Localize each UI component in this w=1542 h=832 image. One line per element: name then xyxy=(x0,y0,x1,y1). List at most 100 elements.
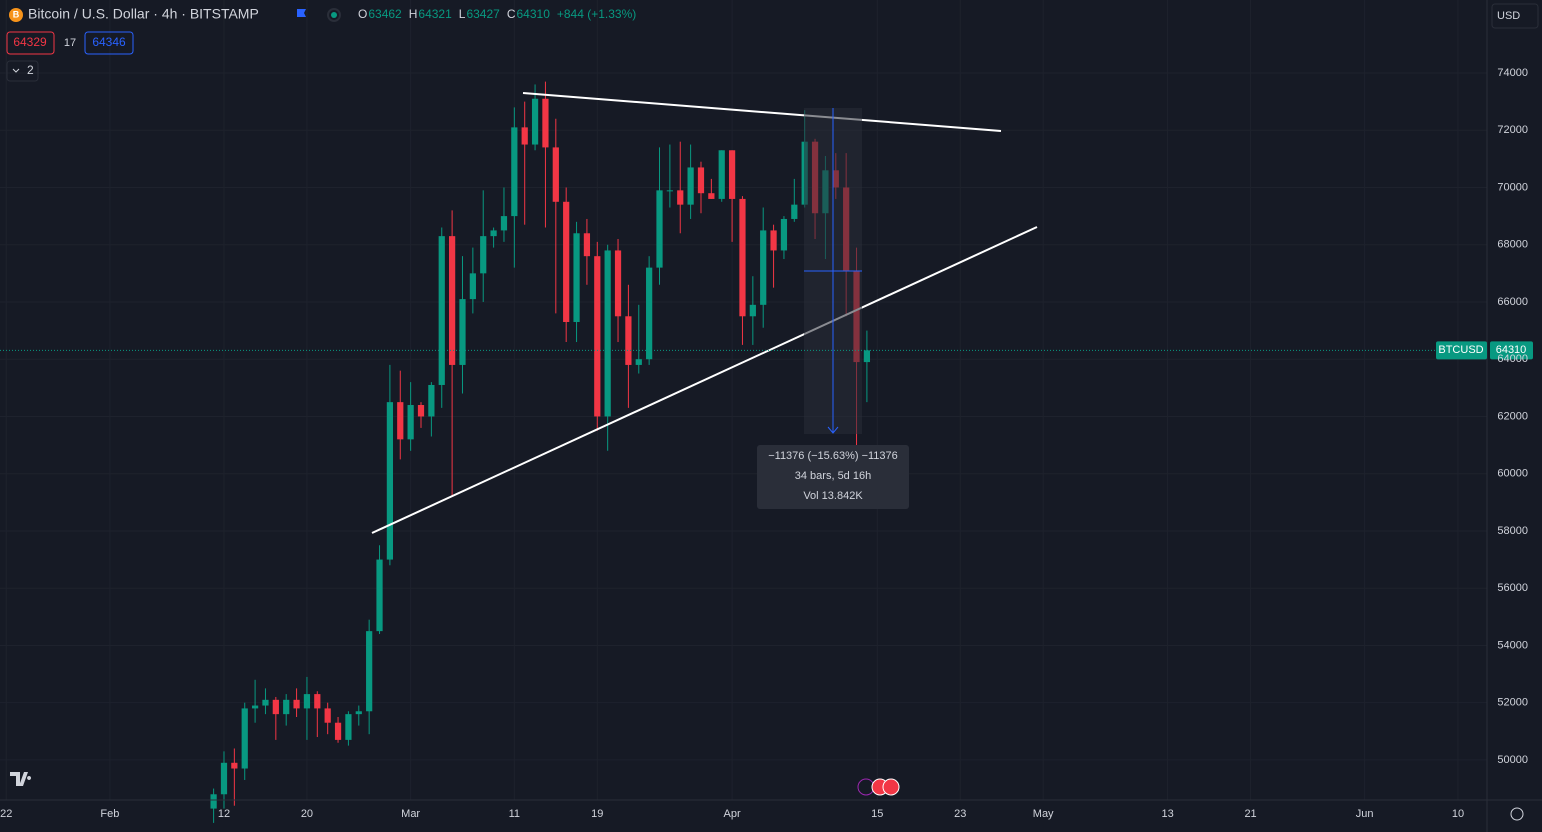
candle-body xyxy=(708,193,715,199)
candle-body xyxy=(210,794,217,809)
price-tag: BTCUSD 64310 xyxy=(0,341,1533,360)
candle-body xyxy=(635,359,642,365)
candle-body xyxy=(500,216,508,231)
settings-icon[interactable] xyxy=(1510,807,1524,821)
candle-body xyxy=(355,711,362,715)
x-tick-label: 13 xyxy=(1161,808,1173,820)
ohlc-value: 64310 xyxy=(517,7,551,21)
candle-body xyxy=(251,705,259,709)
measure-text: −11376 (−15.63%) −11376 xyxy=(768,450,898,462)
candle-body xyxy=(791,204,798,219)
candle-body xyxy=(563,201,570,323)
candle-body xyxy=(614,250,622,317)
candle-body xyxy=(303,694,311,709)
x-tick-label: 19 xyxy=(591,808,603,820)
currency-button[interactable] xyxy=(1491,3,1539,29)
status-dot xyxy=(331,12,337,18)
candle-body xyxy=(272,699,279,715)
ohlc: O 63462 H 64321 L 63427 C 64310 +844 (+1.33%) xyxy=(358,7,636,21)
y-tick-label: 52000 xyxy=(1497,697,1528,709)
candle-body xyxy=(345,714,352,740)
y-tick-label: 70000 xyxy=(1497,181,1528,193)
candle-body xyxy=(749,304,756,317)
y-tick-label: 54000 xyxy=(1497,639,1528,651)
candle-body xyxy=(521,127,528,145)
candle-body xyxy=(366,631,373,712)
indicators-count: 2 xyxy=(27,63,34,77)
measure-text: 34 bars, 5d 16h xyxy=(795,470,871,482)
event-icon[interactable] xyxy=(882,778,900,796)
price-tag-box xyxy=(1490,341,1533,360)
ohlc-key: O xyxy=(358,7,367,21)
arrowhead xyxy=(827,426,839,434)
x-tick-label: 12 xyxy=(218,808,230,820)
bid: 64329 xyxy=(13,35,47,49)
candle-body xyxy=(625,316,632,365)
symbol-icon xyxy=(9,8,23,22)
x-tick-label: 20 xyxy=(301,808,313,820)
candle-body xyxy=(780,218,788,251)
candle-body xyxy=(770,230,777,251)
ohlc-change: +844 (+1.33%) xyxy=(557,7,636,21)
ohlc-value: 64321 xyxy=(418,7,452,21)
y-tick-label: 50000 xyxy=(1497,754,1528,766)
candle-body xyxy=(646,267,653,360)
ohlc-key: L xyxy=(459,7,466,21)
candle-body xyxy=(417,405,425,417)
trendline xyxy=(522,92,1002,132)
candle-body xyxy=(459,299,466,365)
x-tick-label: Jun xyxy=(1356,808,1374,820)
candle-body xyxy=(241,708,248,769)
y-tick-label: 60000 xyxy=(1497,468,1528,480)
x-tick-label: Feb xyxy=(100,808,119,820)
candle-body xyxy=(687,167,694,205)
x-tick-label: Mar xyxy=(401,808,420,820)
candle-body xyxy=(542,98,549,148)
ask-box[interactable] xyxy=(84,31,134,55)
candle-body xyxy=(594,256,601,417)
candle-body xyxy=(283,699,290,715)
candle-body xyxy=(552,147,559,202)
candle-body xyxy=(666,190,673,192)
x-tick-label: 23 xyxy=(954,808,966,820)
candle-body xyxy=(760,230,767,305)
ohlc-key: H xyxy=(409,7,418,21)
x-tick-label: 21 xyxy=(1244,808,1256,820)
y-tick-label: 56000 xyxy=(1497,582,1528,594)
ohlc-value: 63462 xyxy=(368,7,402,21)
y-tick-label: 74000 xyxy=(1497,67,1528,79)
bid-box[interactable] xyxy=(6,31,55,55)
candle-body xyxy=(656,190,663,268)
candle-body xyxy=(677,190,684,205)
candle-body xyxy=(220,762,228,795)
candle-body xyxy=(428,384,435,417)
ohlc-key: C xyxy=(507,7,516,21)
candle-body xyxy=(407,405,414,440)
currency: USD xyxy=(1497,10,1520,22)
y-tick-label: 58000 xyxy=(1497,525,1528,537)
candle-body xyxy=(697,167,705,194)
measure-text: Vol 13.842K xyxy=(803,490,863,502)
candle-body xyxy=(604,250,611,417)
indicators-toggle[interactable] xyxy=(6,60,39,82)
candle-body xyxy=(728,150,736,199)
measure-label xyxy=(757,445,909,509)
candle-body xyxy=(386,402,394,560)
x-tick-label: 22 xyxy=(0,808,12,820)
candle-body xyxy=(511,127,518,217)
x-tick-label: May xyxy=(1033,808,1054,820)
spread: 17 xyxy=(64,37,76,49)
price-tag-text: 64310 xyxy=(1496,344,1527,356)
candle-body xyxy=(490,230,497,237)
candle-body xyxy=(231,762,238,769)
candle-body xyxy=(314,694,321,709)
candle-body xyxy=(293,699,300,709)
symbol-tag-text: BTCUSD xyxy=(1438,344,1483,356)
candle-body xyxy=(863,350,871,363)
candle-body xyxy=(469,273,476,300)
y-tick-label: 64000 xyxy=(1497,353,1528,365)
y-tick-label: 68000 xyxy=(1497,239,1528,251)
candle-body xyxy=(531,98,539,145)
